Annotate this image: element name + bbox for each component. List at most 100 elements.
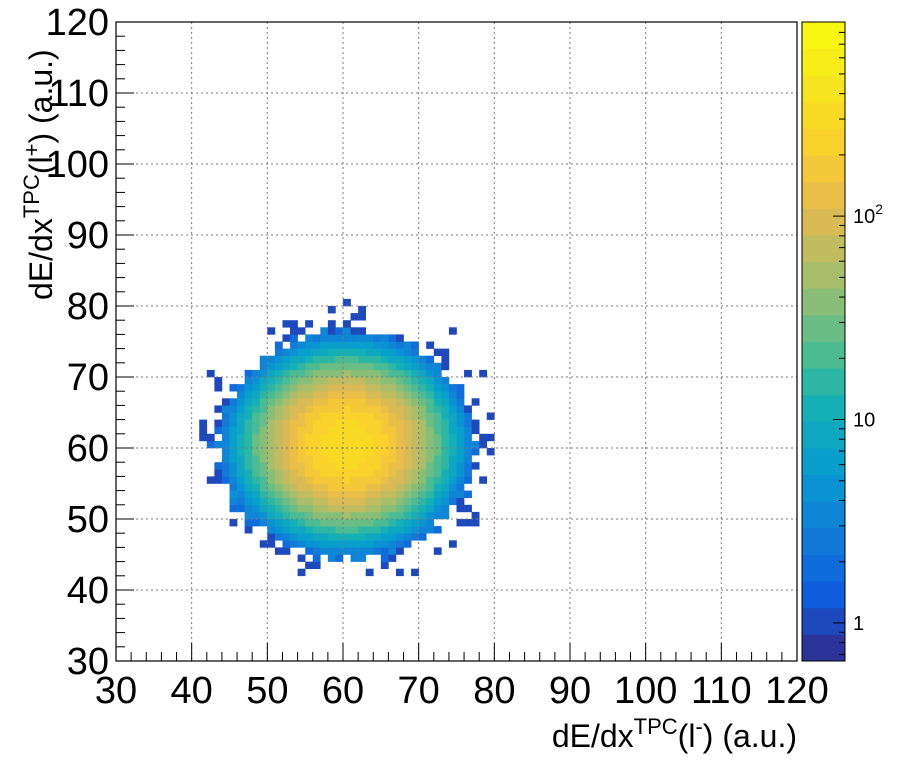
heatmap-cell: [388, 540, 396, 547]
heatmap-cell: [320, 384, 328, 391]
heatmap-cell: [260, 519, 268, 526]
heatmap-cell: [343, 505, 351, 512]
heatmap-cell: [411, 420, 419, 427]
heatmap-cell: [366, 441, 374, 448]
heatmap-cell: [457, 505, 465, 512]
heatmap-cell: [245, 370, 253, 377]
heatmap-cell: [237, 384, 245, 391]
heatmap-cell: [464, 413, 472, 420]
heatmap-cell: [396, 455, 404, 462]
heatmap-cell: [366, 370, 374, 377]
heatmap-cell: [381, 562, 389, 569]
heatmap-cell: [426, 398, 434, 405]
heatmap-cell: [298, 349, 306, 356]
heatmap-cell: [245, 434, 253, 441]
heatmap-cell: [366, 484, 374, 491]
heatmap-cell: [298, 469, 306, 476]
heatmap-cell: [358, 555, 366, 562]
x-axis-title-sup: TPC: [634, 714, 678, 739]
heatmap-cell: [298, 462, 306, 469]
heatmap-cell: [313, 427, 321, 434]
heatmap-cell: [366, 469, 374, 476]
heatmap-cell: [396, 519, 404, 526]
heatmap-cell: [449, 405, 457, 412]
heatmap-cell: [426, 370, 434, 377]
heatmap-cell: [434, 547, 442, 554]
heatmap-cell: [313, 519, 321, 526]
heatmap-cell: [335, 448, 343, 455]
y-tick-label: 60: [67, 428, 109, 470]
heatmap-cell: [366, 519, 374, 526]
heatmap-cell: [449, 455, 457, 462]
heatmap-cell: [275, 370, 283, 377]
x-tick-label: 120: [765, 670, 828, 712]
heatmap-cell: [358, 455, 366, 462]
heatmap-cell: [358, 519, 366, 526]
heatmap-cell: [411, 469, 419, 476]
heatmap-cell: [343, 441, 351, 448]
heatmap-cell: [267, 491, 275, 498]
heatmap-cell: [305, 427, 313, 434]
heatmap-cell: [434, 370, 442, 377]
heatmap-cell: [290, 391, 298, 398]
heatmap-cell: [328, 491, 336, 498]
heatmap-cell: [252, 484, 260, 491]
heatmap-cell: [290, 434, 298, 441]
heatmap-cell: [275, 462, 283, 469]
heatmap-cell: [298, 455, 306, 462]
heatmap-cell: [396, 448, 404, 455]
heatmap-cell: [267, 384, 275, 391]
heatmap-cell: [260, 370, 268, 377]
heatmap-cell: [373, 519, 381, 526]
heatmap-cell: [237, 413, 245, 420]
heatmap-cell: [441, 498, 449, 505]
heatmap-cell: [282, 391, 290, 398]
heatmap-cell: [305, 455, 313, 462]
heatmap-cell: [305, 405, 313, 412]
heatmap-cell: [434, 526, 442, 533]
heatmap-cell: [373, 434, 381, 441]
heatmap-cell: [388, 363, 396, 370]
heatmap-cell: [214, 441, 222, 448]
heatmap-cell: [404, 448, 412, 455]
heatmap-cell: [411, 512, 419, 519]
heatmap-cell: [290, 349, 298, 356]
heatmap-cell: [411, 484, 419, 491]
heatmap-cell: [343, 498, 351, 505]
heatmap-cell: [275, 377, 283, 384]
heatmap-cell: [404, 434, 412, 441]
heatmap-cell: [290, 405, 298, 412]
heatmap-cell: [381, 370, 389, 377]
heatmap-cell: [351, 547, 359, 554]
heatmap-cell: [320, 512, 328, 519]
heatmap-cell: [313, 398, 321, 405]
heatmap-cell: [230, 420, 238, 427]
x-tick-label: 90: [549, 670, 591, 712]
heatmap-cell: [381, 484, 389, 491]
heatmap-cell: [313, 505, 321, 512]
heatmap-cell: [419, 462, 427, 469]
heatmap-cell: [366, 398, 374, 405]
heatmap-cell: [388, 434, 396, 441]
heatmap-cell: [252, 512, 260, 519]
x-axis-title-particle-sup: -: [695, 714, 702, 739]
heatmap-cell: [237, 505, 245, 512]
heatmap-cell: [260, 455, 268, 462]
heatmap-cell: [358, 505, 366, 512]
heatmap-cell: [313, 512, 321, 519]
heatmap-cell: [426, 356, 434, 363]
heatmap-cell: [396, 484, 404, 491]
heatmap-cell: [245, 441, 253, 448]
heatmap-cell: [313, 356, 321, 363]
heatmap-cell: [222, 448, 230, 455]
heatmap-cell: [267, 405, 275, 412]
heatmap-cell: [404, 484, 412, 491]
heatmap-cell: [275, 391, 283, 398]
heatmap-cell: [426, 413, 434, 420]
heatmap-cell: [396, 533, 404, 540]
heatmap-cell: [464, 427, 472, 434]
heatmap-cell: [305, 384, 313, 391]
heatmap-cell: [434, 491, 442, 498]
heatmap-cell: [358, 306, 366, 313]
heatmap-cell: [230, 519, 238, 526]
